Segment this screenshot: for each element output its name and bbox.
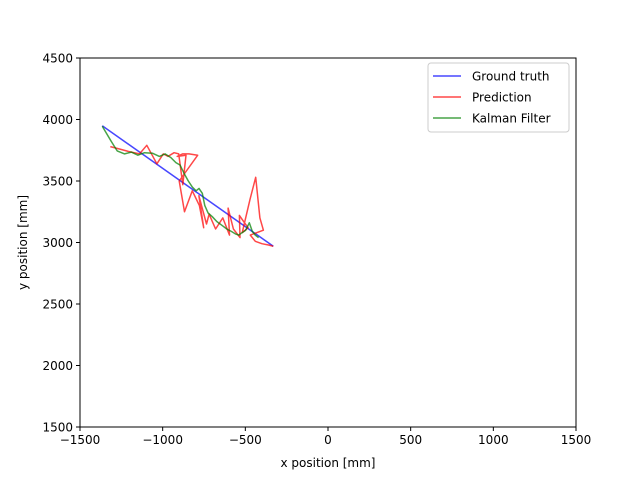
- x-tick-label: −1500: [60, 433, 101, 447]
- y-tick-label: 4500: [42, 52, 73, 66]
- y-tick-label: 1500: [42, 421, 73, 435]
- x-tick-label: −500: [229, 433, 262, 447]
- ticks-layer: −1500 −1000 −500 0 500 1000 1500 1500 2000 2500 30…: [42, 52, 591, 448]
- y-tick-label: 4000: [42, 113, 73, 127]
- legend-label: Prediction: [472, 91, 532, 105]
- series-line-ground-truth: [101, 125, 274, 247]
- y-tick-label: 3500: [42, 175, 73, 189]
- x-tick-label: −1000: [142, 433, 183, 447]
- legend-label: Ground truth: [472, 70, 550, 84]
- plot-layer: [101, 125, 274, 248]
- y-tick-label: 2000: [42, 359, 73, 373]
- x-tick-label: 1500: [561, 433, 592, 447]
- legend-box: [427, 62, 570, 133]
- legend-label: Kalman Filter: [472, 112, 551, 126]
- legend: Ground truth Prediction Kalman Filter: [427, 62, 570, 133]
- x-axis-label: x position [mm]: [280, 456, 375, 470]
- x-tick-label: 1000: [478, 433, 509, 447]
- y-axis-label: y position [mm]: [16, 195, 30, 290]
- series-line-kalman-filter: [101, 125, 260, 239]
- y-tick-label: 3000: [42, 236, 73, 250]
- x-tick-label: 0: [324, 433, 332, 447]
- x-tick-label: 500: [399, 433, 422, 447]
- y-tick-label: 2500: [42, 298, 73, 312]
